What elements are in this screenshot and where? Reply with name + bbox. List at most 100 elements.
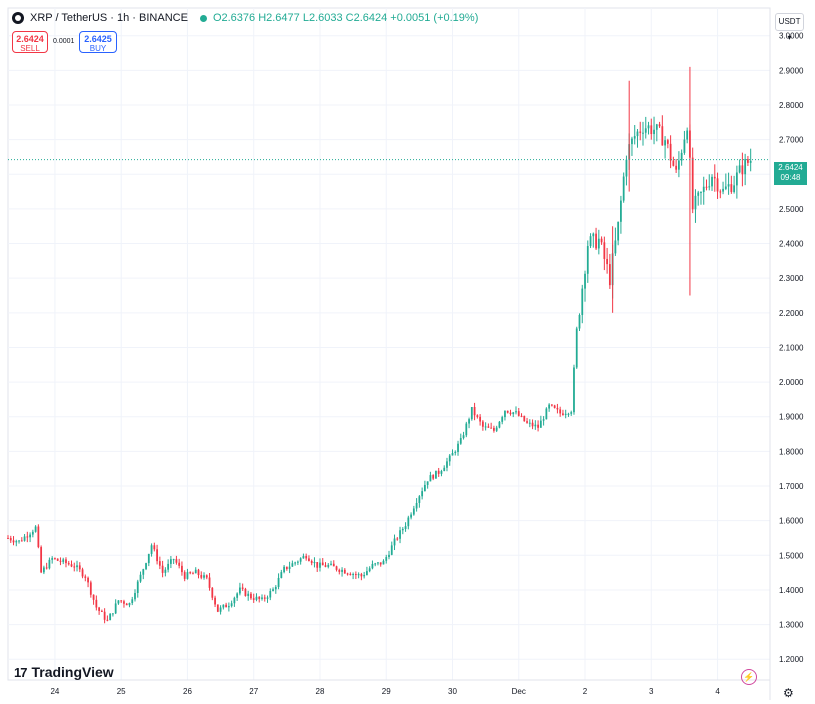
candle-body bbox=[244, 588, 247, 596]
y-tick-label: 2.7000 bbox=[779, 136, 804, 145]
candle-body bbox=[211, 587, 214, 598]
candle-body bbox=[261, 597, 263, 599]
candle-body bbox=[404, 526, 407, 529]
y-tick-label: 1.9000 bbox=[779, 413, 804, 422]
y-tick-label: 1.7000 bbox=[779, 482, 804, 491]
candle-body bbox=[233, 597, 236, 604]
candle-body bbox=[443, 467, 446, 472]
candle-body bbox=[741, 165, 744, 175]
candle-body bbox=[280, 572, 283, 578]
candle-body bbox=[125, 603, 128, 606]
candle-body bbox=[123, 601, 125, 604]
candle-body bbox=[324, 565, 327, 567]
candle-body bbox=[51, 558, 54, 560]
candle-body bbox=[407, 517, 410, 527]
candle-body bbox=[700, 192, 702, 194]
candle-body bbox=[203, 575, 205, 578]
candle-body bbox=[448, 455, 451, 462]
chart-header: XRP / TetherUS · 1h · BINANCE O2.6376 H2… bbox=[12, 12, 478, 24]
candle-body bbox=[40, 547, 43, 573]
candle-body bbox=[661, 126, 664, 146]
tradingview-logo[interactable]: 17 TradingView bbox=[14, 664, 114, 680]
candle-body bbox=[288, 566, 291, 570]
candle-body bbox=[62, 559, 65, 562]
candle-body bbox=[9, 538, 12, 541]
candle-body bbox=[423, 484, 426, 492]
candle-body bbox=[556, 407, 559, 410]
candle-body bbox=[487, 426, 490, 428]
candle-body bbox=[531, 422, 534, 427]
lightning-icon[interactable]: ⚡ bbox=[741, 669, 757, 685]
candle-body bbox=[382, 560, 385, 565]
candle-body bbox=[145, 563, 147, 570]
candle-body bbox=[716, 178, 719, 192]
candle-body bbox=[526, 421, 528, 423]
candle-body bbox=[222, 604, 225, 608]
candle-body bbox=[564, 413, 567, 415]
candle-body bbox=[194, 569, 197, 574]
candle-body bbox=[266, 597, 269, 599]
candle-body bbox=[305, 556, 308, 559]
y-tick-label: 3.0000 bbox=[779, 32, 804, 41]
candle-body bbox=[468, 419, 470, 424]
candle-body bbox=[45, 567, 48, 569]
last-price-value: 2.6424 bbox=[778, 163, 803, 172]
x-tick-label: 27 bbox=[249, 687, 258, 696]
candle-body bbox=[65, 559, 67, 564]
candle-body bbox=[711, 176, 713, 187]
y-tick-label: 2.9000 bbox=[779, 66, 804, 75]
candle-body bbox=[573, 367, 575, 413]
candle-body bbox=[371, 563, 374, 569]
x-tick-label: 28 bbox=[316, 687, 325, 696]
candle-body bbox=[498, 421, 501, 428]
candle-body bbox=[15, 541, 18, 543]
candle-body bbox=[680, 152, 683, 161]
candle-body bbox=[291, 563, 294, 567]
candle-body bbox=[675, 165, 678, 170]
candle-body bbox=[719, 191, 722, 193]
candle-body bbox=[418, 496, 421, 503]
candle-body bbox=[197, 569, 200, 576]
candle-body bbox=[589, 236, 592, 247]
candle-body bbox=[567, 413, 570, 415]
bar-countdown: 09:48 bbox=[780, 173, 801, 182]
candle-body bbox=[100, 610, 103, 612]
candle-body bbox=[178, 562, 181, 566]
candle-body bbox=[733, 185, 736, 192]
candle-body bbox=[352, 574, 355, 576]
candle-body bbox=[167, 563, 170, 570]
candle-body bbox=[150, 545, 153, 554]
candle-body bbox=[672, 160, 675, 166]
candle-body bbox=[183, 572, 186, 579]
x-tick-label: 4 bbox=[715, 687, 720, 696]
buy-label: BUY bbox=[89, 44, 107, 53]
candle-body bbox=[98, 607, 101, 611]
candle-body bbox=[440, 471, 443, 474]
candle-body bbox=[112, 613, 114, 615]
symbol-title[interactable]: XRP / TetherUS · 1h · BINANCE bbox=[30, 12, 188, 24]
candle-body bbox=[139, 574, 142, 582]
candle-body bbox=[78, 565, 81, 570]
candle-body bbox=[465, 423, 468, 436]
candle-body bbox=[67, 563, 70, 565]
candle-body bbox=[658, 124, 661, 127]
candle-body bbox=[368, 568, 371, 572]
candle-body bbox=[459, 438, 462, 444]
candle-body bbox=[747, 159, 749, 163]
candle-body bbox=[346, 573, 349, 575]
candle-body bbox=[562, 413, 564, 415]
candle-body bbox=[277, 577, 280, 587]
candle-body bbox=[548, 404, 551, 409]
currency-selector[interactable]: USDT ▾ bbox=[775, 13, 804, 42]
candle-body bbox=[457, 443, 459, 452]
last-price-tag: 2.6424 09:48 bbox=[774, 162, 807, 185]
candle-body bbox=[570, 412, 573, 414]
buy-button[interactable]: 2.6425 BUY bbox=[79, 31, 117, 53]
candle-body bbox=[642, 132, 644, 134]
candle-body bbox=[310, 560, 313, 564]
sell-button[interactable]: 2.6424 SELL bbox=[12, 31, 48, 53]
candle-body bbox=[586, 246, 589, 274]
candle-body bbox=[147, 553, 150, 564]
gear-icon[interactable]: ⚙ bbox=[783, 686, 794, 700]
